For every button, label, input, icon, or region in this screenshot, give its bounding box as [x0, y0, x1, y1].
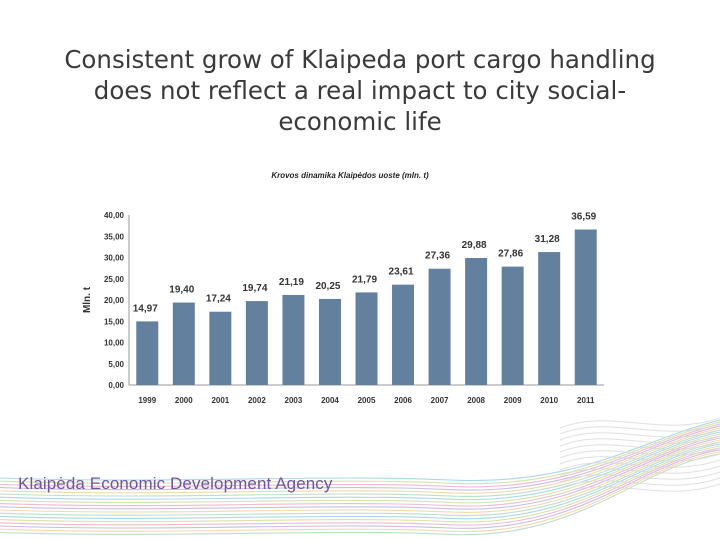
wave-line: [0, 429, 720, 498]
bar: [355, 292, 378, 385]
wave-line: [0, 443, 720, 520]
wave-line-grey: [559, 435, 720, 447]
wave-line-grey: [559, 429, 720, 441]
agency-name: Klaipėda Economic Development Agency: [18, 474, 333, 493]
x-tick-label: 2006: [394, 396, 412, 405]
data-label: 17,24: [206, 294, 231, 305]
y-tick-label: 35,00: [104, 232, 125, 241]
x-tick-label: 2008: [467, 396, 485, 405]
y-axis-label: Mln. t: [82, 286, 93, 313]
bar: [574, 229, 597, 385]
bar: [172, 302, 195, 385]
wave-line: [0, 449, 720, 529]
x-tick-label: 2001: [211, 396, 229, 405]
data-labels: 14,97 19,40 17,24 19,74 21,19 20,25 21,79 23,61…: [133, 211, 597, 314]
wave-line-grey: [559, 441, 720, 453]
bars: [136, 229, 597, 385]
x-tick-label: 1999: [138, 396, 156, 405]
wave-line-grey: [559, 477, 720, 489]
wave-line-grey: [559, 471, 720, 483]
wave-line-grey: [559, 465, 720, 477]
x-axis-ticks: 1999 2000 2001 2002 2003 2004 2005 2006 2007 2008…: [138, 396, 595, 405]
x-tick-label: 2011: [577, 396, 595, 405]
bar: [282, 294, 305, 385]
y-tick-label: 25,00: [104, 275, 125, 284]
slide-title: Consistent grow of Klaipeda port cargo h…: [64, 45, 656, 136]
bar: [538, 252, 561, 385]
y-tick-label: 0,00: [108, 381, 124, 390]
wave-line-grey: [559, 423, 720, 435]
y-tick-label: 20,00: [104, 296, 125, 305]
bar: [209, 311, 232, 385]
bar: [245, 301, 268, 385]
x-tick-label: 2004: [321, 396, 339, 405]
data-label: 23,61: [389, 267, 414, 278]
wave-line-grey: [559, 453, 720, 465]
data-label: 36,59: [571, 211, 596, 222]
data-label: 19,74: [242, 283, 267, 294]
wave-line: [0, 433, 720, 504]
x-tick-label: 2003: [285, 396, 303, 405]
wave-line: [0, 431, 720, 501]
wave-line-grey: [559, 459, 720, 471]
data-label: 20,25: [315, 281, 340, 292]
wave-line: [0, 451, 720, 533]
data-label: 19,40: [169, 285, 194, 296]
bar: [501, 266, 524, 385]
decorative-wave-lines: [0, 417, 720, 536]
x-tick-label: 2007: [431, 396, 449, 405]
data-label: 27,86: [498, 249, 523, 260]
chart-title: Krovos dinamika Klaipėdos uoste (mln. t): [271, 171, 429, 180]
x-tick-label: 2009: [504, 396, 522, 405]
y-tick-label: 30,00: [104, 254, 125, 263]
bar: [136, 321, 159, 385]
data-label: 27,36: [425, 251, 450, 262]
wave-line: [0, 427, 720, 494]
bar: [428, 268, 451, 385]
y-tick-label: 40,00: [104, 211, 125, 220]
bar: [392, 284, 415, 385]
wave-line-grey: [559, 417, 720, 429]
data-label: 29,88: [462, 240, 487, 251]
wave-line: [0, 445, 720, 523]
x-tick-label: 2000: [175, 396, 193, 405]
data-label: 31,28: [535, 234, 560, 245]
x-tick-label: 2005: [358, 396, 376, 405]
wave-line-grey: [559, 483, 720, 495]
x-tick-label: 2002: [248, 396, 266, 405]
wave-line: [0, 435, 720, 507]
bar: [318, 298, 341, 385]
data-label: 14,97: [133, 303, 158, 314]
data-label: 21,79: [352, 274, 377, 285]
wave-line: [0, 437, 720, 510]
bar: [465, 258, 488, 385]
wave-line: [0, 419, 720, 482]
x-tick-label: 2010: [540, 396, 558, 405]
y-axis-ticks: 0,00 5,00 10,00 15,00 20,00 25,00 30,00 35,00 40…: [104, 211, 125, 390]
y-tick-label: 5,00: [108, 360, 124, 369]
y-tick-label: 10,00: [104, 339, 125, 348]
wave-line: [0, 421, 720, 485]
wave-line: [0, 423, 720, 488]
data-label: 21,19: [279, 277, 304, 288]
wave-line: [0, 439, 720, 513]
y-tick-label: 15,00: [104, 317, 125, 326]
wave-line-grey: [559, 447, 720, 459]
wave-line: [0, 441, 720, 517]
